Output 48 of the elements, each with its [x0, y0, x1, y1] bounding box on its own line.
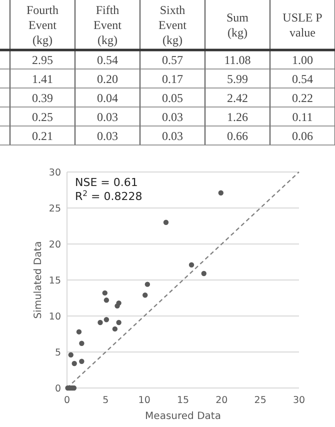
text: 1.41: [32, 72, 53, 86]
text: 0.25: [32, 110, 53, 124]
category-label: Sixth Event (kg): [158, 3, 188, 47]
text: 0.11: [292, 110, 313, 124]
text: 0.22: [292, 91, 313, 105]
x-tick-label: 5: [102, 395, 109, 406]
text: 0.54: [292, 72, 313, 86]
text: 1.00: [292, 53, 313, 67]
text: 0.04: [97, 91, 118, 105]
text: 0.57: [162, 53, 183, 67]
category-label: USLE P value: [282, 10, 323, 40]
text: 0.20: [97, 72, 118, 86]
text: 2.95: [32, 53, 53, 67]
y-axis-title: Simulated Data: [33, 241, 44, 319]
text: 0.66: [227, 129, 248, 143]
y-tick-label: 5: [54, 348, 61, 358]
text: 11.08: [224, 53, 251, 67]
text: 5.99: [227, 72, 248, 86]
text: 0.03: [162, 129, 183, 143]
text: 2.42: [227, 91, 248, 105]
annotation: R$^{2}$ = 0.8228: [75, 188, 142, 203]
y-tick-label: 30: [48, 168, 61, 178]
x-tick-label: 25: [254, 395, 266, 406]
y-tick-label: 20: [48, 240, 61, 250]
y-tick-label: 10: [48, 312, 61, 322]
x-tick-label: 20: [216, 395, 228, 406]
x-tick-label: 15: [176, 395, 190, 406]
category-label: Fourth Event (kg): [26, 3, 59, 47]
category-label: Sum (kg): [226, 10, 250, 40]
text: 0.06: [292, 129, 313, 143]
y-tick-label: 15: [48, 276, 61, 286]
text: 1.26: [227, 110, 248, 124]
x-tick-label: 0: [64, 395, 70, 406]
text: 0.54: [97, 53, 118, 67]
x-tick-label: 30: [292, 395, 306, 406]
text: 0.39: [32, 91, 53, 105]
text: 0.03: [97, 110, 118, 124]
category-label: Fifth Event (kg): [94, 3, 122, 47]
y-tick-label: 0: [54, 384, 61, 394]
text: 0.05: [162, 91, 183, 105]
x-axis-title: Measured Data: [145, 411, 221, 422]
text: 0.03: [162, 110, 183, 124]
text: 0.03: [97, 129, 118, 143]
text: 0.21: [32, 129, 53, 143]
text: 0.17: [162, 72, 183, 86]
annotation: NSE = 0.61: [75, 176, 138, 189]
x-tick-label: 10: [138, 395, 150, 406]
y-tick-label: 25: [48, 204, 61, 214]
